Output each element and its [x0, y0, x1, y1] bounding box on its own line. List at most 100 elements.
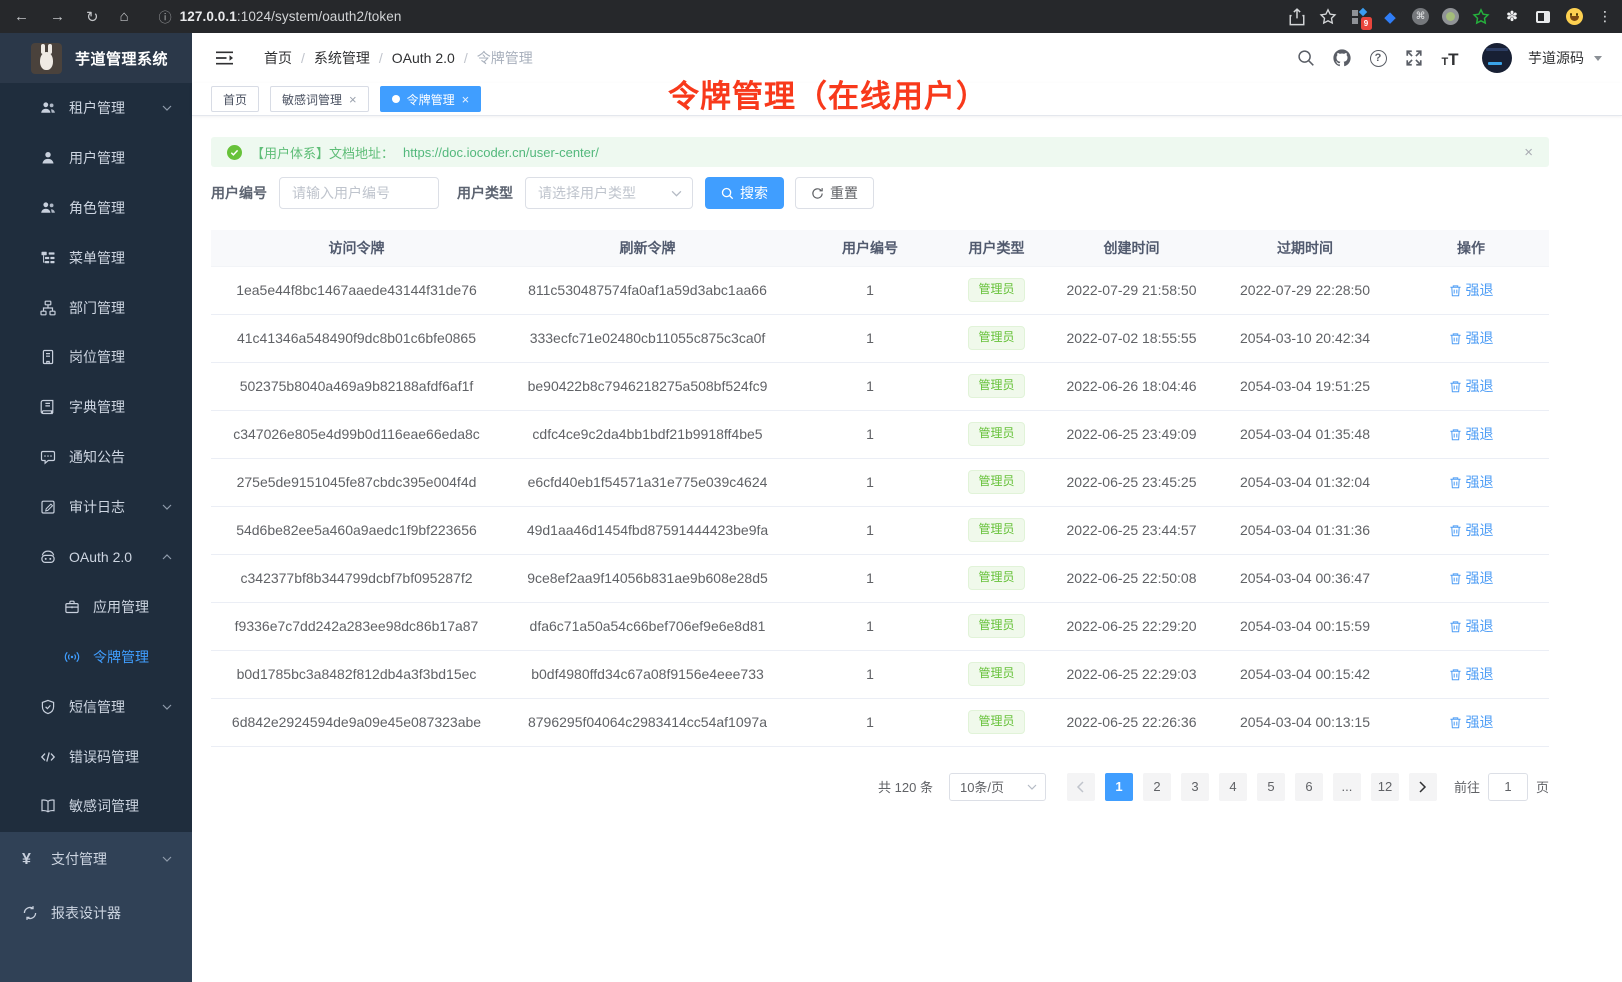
- sidebar-item[interactable]: ¥ 支付管理: [0, 832, 192, 886]
- search-icon[interactable]: [1296, 48, 1316, 68]
- force-logout-button[interactable]: 强退: [1449, 424, 1494, 444]
- sidebar-item[interactable]: 审计日志: [0, 482, 192, 532]
- breadcrumb-item[interactable]: 系统管理: [313, 50, 370, 66]
- sidebar-item[interactable]: 令牌管理: [0, 632, 192, 682]
- trash-icon: [1449, 476, 1462, 489]
- force-logout-button[interactable]: 强退: [1449, 520, 1494, 540]
- gem-extension-icon[interactable]: ◆: [1384, 8, 1396, 26]
- sidebar-item[interactable]: 通知公告: [0, 432, 192, 482]
- table-row: 41c41346a548490f9dc8b01c6bfe0865 333ecfc7…: [211, 314, 1549, 363]
- url-path: :1024/system/oauth2/token: [236, 9, 402, 24]
- browser-reload-icon[interactable]: ↻: [86, 8, 99, 26]
- address-bar[interactable]: ⓘ 127.0.0.1:1024/system/oauth2/token: [147, 5, 414, 29]
- dot-extension-icon[interactable]: [1442, 8, 1459, 25]
- shield-icon: [40, 699, 56, 715]
- user-type-cell: 管理员: [947, 314, 1046, 363]
- breadcrumb-item[interactable]: OAuth 2.0: [391, 50, 455, 66]
- sidebar-item[interactable]: 应用管理: [0, 582, 192, 632]
- sidebar-item[interactable]: 短信管理: [0, 682, 192, 732]
- sidebar-item[interactable]: 敏感词管理: [0, 781, 192, 831]
- action-cell: 强退: [1393, 410, 1549, 459]
- page-button[interactable]: 12: [1370, 772, 1399, 801]
- sidebar-item[interactable]: 部门管理: [0, 283, 192, 333]
- force-logout-button[interactable]: 强退: [1449, 616, 1494, 636]
- close-icon[interactable]: ×: [349, 91, 357, 107]
- access-token-cell: 41c41346a548490f9dc8b01c6bfe0865: [211, 314, 502, 363]
- site-info-icon[interactable]: ⓘ: [158, 10, 172, 25]
- collapse-sidebar-icon[interactable]: [215, 50, 234, 66]
- fullscreen-icon[interactable]: [1404, 48, 1424, 68]
- sidebar-item[interactable]: 角色管理: [0, 183, 192, 233]
- profile-emoji-icon[interactable]: [1565, 8, 1583, 26]
- puzzle-extension-icon[interactable]: ✽: [1506, 8, 1518, 24]
- user-id-input[interactable]: [279, 177, 439, 209]
- page-button[interactable]: 2: [1142, 772, 1171, 801]
- sidebar-item[interactable]: 菜单管理: [0, 233, 192, 283]
- green-star-extension-icon[interactable]: [1472, 7, 1490, 26]
- page-size-select[interactable]: 10条/页: [948, 772, 1046, 801]
- close-icon[interactable]: ×: [1524, 143, 1533, 161]
- github-icon[interactable]: [1332, 48, 1352, 68]
- yen-icon: ¥: [22, 851, 31, 868]
- sidebar-item-label: 支付管理: [51, 851, 107, 867]
- force-logout-button[interactable]: 强退: [1449, 376, 1494, 396]
- breadcrumb-item[interactable]: 首页: [264, 50, 292, 66]
- close-icon[interactable]: ×: [461, 91, 470, 107]
- page-button[interactable]: 6: [1294, 772, 1323, 801]
- browser-forward-icon[interactable]: →: [50, 8, 65, 25]
- avatar[interactable]: [1482, 43, 1512, 73]
- share-icon[interactable]: [1288, 7, 1306, 26]
- sidebar-item-label: 错误码管理: [69, 748, 139, 765]
- next-page-button[interactable]: [1408, 772, 1437, 801]
- search-button[interactable]: 搜索: [705, 177, 784, 209]
- sidebar-item[interactable]: 岗位管理: [0, 332, 192, 382]
- table-row: 502375b8040a469a9b82188afdf6af1f be90422b…: [211, 362, 1549, 411]
- sidebar-item[interactable]: 租户管理: [0, 83, 192, 133]
- page-button[interactable]: 4: [1218, 772, 1247, 801]
- sidebar-item[interactable]: OAuth 2.0: [0, 532, 192, 582]
- page-ellipsis[interactable]: ...: [1332, 772, 1361, 801]
- force-logout-button[interactable]: 强退: [1449, 712, 1494, 732]
- tab-0[interactable]: 首页: [211, 86, 260, 112]
- refresh-token-cell: dfa6c71a50a54c66bef706ef9e6e8d81: [502, 602, 793, 651]
- browser-back-icon[interactable]: ←: [14, 8, 29, 25]
- force-logout-button[interactable]: 强退: [1449, 568, 1494, 588]
- page-button[interactable]: 3: [1180, 772, 1209, 801]
- help-icon[interactable]: ?: [1368, 48, 1388, 68]
- expires-cell: 2054-03-04 01:35:48: [1217, 410, 1393, 459]
- extension-blocks-icon[interactable]: 9: [1350, 7, 1372, 30]
- sidebar-item[interactable]: 字典管理: [0, 382, 192, 432]
- command-extension-icon[interactable]: ⌘: [1412, 8, 1429, 25]
- reset-button[interactable]: 重置: [795, 177, 874, 209]
- tab-1[interactable]: 敏感词管理 ×: [270, 86, 369, 112]
- page-button[interactable]: 1: [1104, 772, 1133, 801]
- browser-menu-icon[interactable]: ⋮: [1598, 8, 1612, 24]
- table-row: f9336e7c7dd242a283ee98dc86b17a87 dfa6c71a…: [211, 602, 1549, 651]
- sidebar-item[interactable]: 用户管理: [0, 133, 192, 183]
- created-cell: 2022-06-25 23:45:25: [1046, 458, 1217, 507]
- sidebar-panel-icon[interactable]: [1534, 8, 1552, 26]
- access-token-cell: 6d842e2924594de9a09e45e087323abe: [211, 698, 502, 747]
- force-logout-button[interactable]: 强退: [1449, 472, 1494, 492]
- sidebar-item[interactable]: 报表设计器: [0, 886, 192, 940]
- goto-page-input[interactable]: [1487, 772, 1528, 801]
- trash-icon: [1449, 620, 1462, 633]
- force-logout-button[interactable]: 强退: [1449, 280, 1494, 300]
- page-button[interactable]: 5: [1256, 772, 1285, 801]
- user-id-cell: 1: [793, 650, 947, 699]
- alert-link[interactable]: https://doc.iocoder.cn/user-center/: [403, 144, 599, 160]
- tab-active[interactable]: 令牌管理 ×: [379, 86, 482, 112]
- bookmark-star-icon[interactable]: [1319, 7, 1337, 26]
- sidebar-item[interactable]: 错误码管理: [0, 732, 192, 782]
- force-logout-button[interactable]: 强退: [1449, 664, 1494, 684]
- user-name[interactable]: 芋道源码: [1528, 50, 1584, 66]
- chevron-down-icon[interactable]: [1594, 55, 1602, 61]
- column-header: 操作: [1393, 230, 1549, 266]
- browser-home-icon[interactable]: ⌂: [119, 8, 129, 25]
- action-label: 强退: [1465, 522, 1494, 538]
- force-logout-button[interactable]: 强退: [1449, 328, 1494, 348]
- user-id-cell: 1: [793, 410, 947, 459]
- user-type-select[interactable]: 请选择用户类型: [525, 177, 693, 209]
- prev-page-button[interactable]: [1066, 772, 1095, 801]
